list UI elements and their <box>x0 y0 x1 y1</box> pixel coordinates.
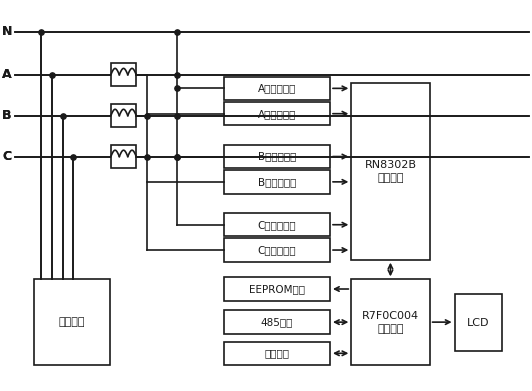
Bar <box>224 170 330 194</box>
Bar <box>224 102 330 126</box>
Text: A: A <box>2 68 12 81</box>
Bar <box>224 213 330 237</box>
Text: 无线通信: 无线通信 <box>264 348 289 358</box>
Text: B相电流检测: B相电流检测 <box>258 177 296 187</box>
Text: N: N <box>2 25 12 38</box>
Text: C: C <box>3 150 12 163</box>
Bar <box>454 294 502 352</box>
Text: C相电压检测: C相电压检测 <box>258 220 296 230</box>
Bar <box>224 77 330 100</box>
Text: B相电压检测: B相电压检测 <box>258 152 296 161</box>
Text: C相电流检测: C相电流检测 <box>258 245 296 255</box>
Text: EEPROM存储: EEPROM存储 <box>249 284 305 294</box>
Bar <box>224 145 330 168</box>
Bar <box>224 277 330 301</box>
Text: A: A <box>2 68 12 81</box>
Text: R7F0C004
主控芯片: R7F0C004 主控芯片 <box>362 310 419 334</box>
Text: 开关电源: 开关电源 <box>59 317 85 327</box>
Bar <box>111 104 136 127</box>
Text: RN8302B
计量芯片: RN8302B 计量芯片 <box>364 160 417 183</box>
Text: N: N <box>2 25 12 38</box>
Bar <box>224 310 330 334</box>
Text: A相电压检测: A相电压检测 <box>258 83 296 93</box>
Bar <box>224 342 330 365</box>
Text: A相电流检测: A相电流检测 <box>258 109 296 119</box>
Text: B: B <box>2 109 12 122</box>
Bar <box>111 63 136 86</box>
Text: LCD: LCD <box>467 317 489 328</box>
Text: B: B <box>2 109 12 122</box>
Bar <box>111 145 136 168</box>
Bar <box>224 239 330 262</box>
Text: 485通信: 485通信 <box>261 317 293 327</box>
Bar <box>351 83 430 260</box>
Text: C: C <box>3 150 12 163</box>
Bar <box>351 279 430 365</box>
Bar <box>34 279 110 365</box>
